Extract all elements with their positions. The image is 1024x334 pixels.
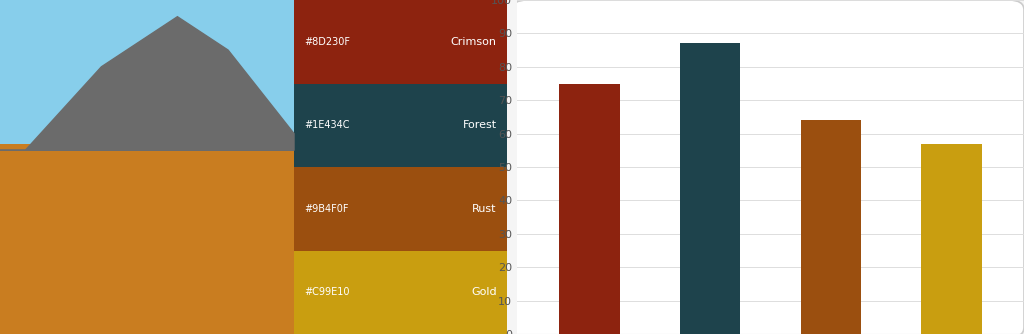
Bar bbox=[559, 84, 620, 334]
Text: #8D230F: #8D230F bbox=[304, 37, 350, 47]
Bar bbox=[922, 144, 982, 334]
Bar bbox=[0, 144, 294, 334]
Text: Rust: Rust bbox=[472, 204, 497, 214]
FancyBboxPatch shape bbox=[294, 0, 507, 84]
FancyBboxPatch shape bbox=[512, 0, 1024, 334]
FancyBboxPatch shape bbox=[294, 84, 507, 167]
Bar bbox=[0, 0, 294, 150]
Text: #C99E10: #C99E10 bbox=[304, 287, 349, 297]
Bar bbox=[801, 120, 861, 334]
Text: Crimson: Crimson bbox=[451, 37, 497, 47]
Text: Forest: Forest bbox=[463, 120, 497, 130]
Polygon shape bbox=[0, 17, 294, 150]
Text: Gold: Gold bbox=[471, 287, 497, 297]
FancyBboxPatch shape bbox=[294, 250, 507, 334]
Text: #1E434C: #1E434C bbox=[304, 120, 349, 130]
Bar bbox=[680, 43, 740, 334]
Text: #9B4F0F: #9B4F0F bbox=[304, 204, 348, 214]
FancyBboxPatch shape bbox=[294, 167, 507, 250]
